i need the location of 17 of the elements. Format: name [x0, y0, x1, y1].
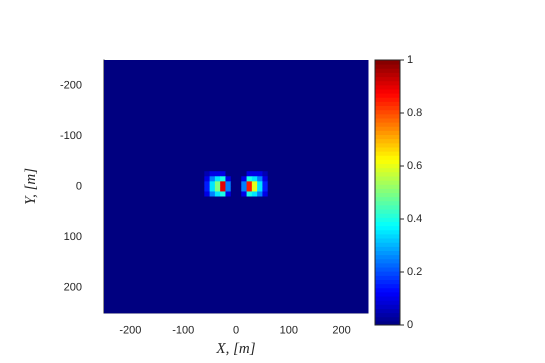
- y-tick-label: 200: [64, 282, 82, 294]
- x-axis-title: X, [m]: [215, 340, 256, 357]
- y-tick-label: 0: [76, 180, 82, 192]
- x-tick-label: -200: [119, 324, 142, 336]
- y-axis-title: Y, [m]: [22, 168, 39, 205]
- x-tick-label: -100: [172, 324, 194, 336]
- x-tick-label: 200: [332, 324, 351, 336]
- x-tick-label: 100: [280, 324, 298, 336]
- y-tick-label: 100: [64, 230, 82, 243]
- color-bar-label: 0.6: [407, 160, 422, 172]
- color-bar-label: 0.4: [407, 213, 422, 226]
- color-bar-label: 1: [407, 54, 414, 66]
- y-tick-label: -200: [60, 79, 82, 92]
- x-tick-label: 0: [232, 324, 240, 336]
- color-bar-label: 0.8: [407, 107, 422, 120]
- y-tick-label: -100: [60, 130, 82, 142]
- color-bar-label: 0.2: [407, 266, 422, 278]
